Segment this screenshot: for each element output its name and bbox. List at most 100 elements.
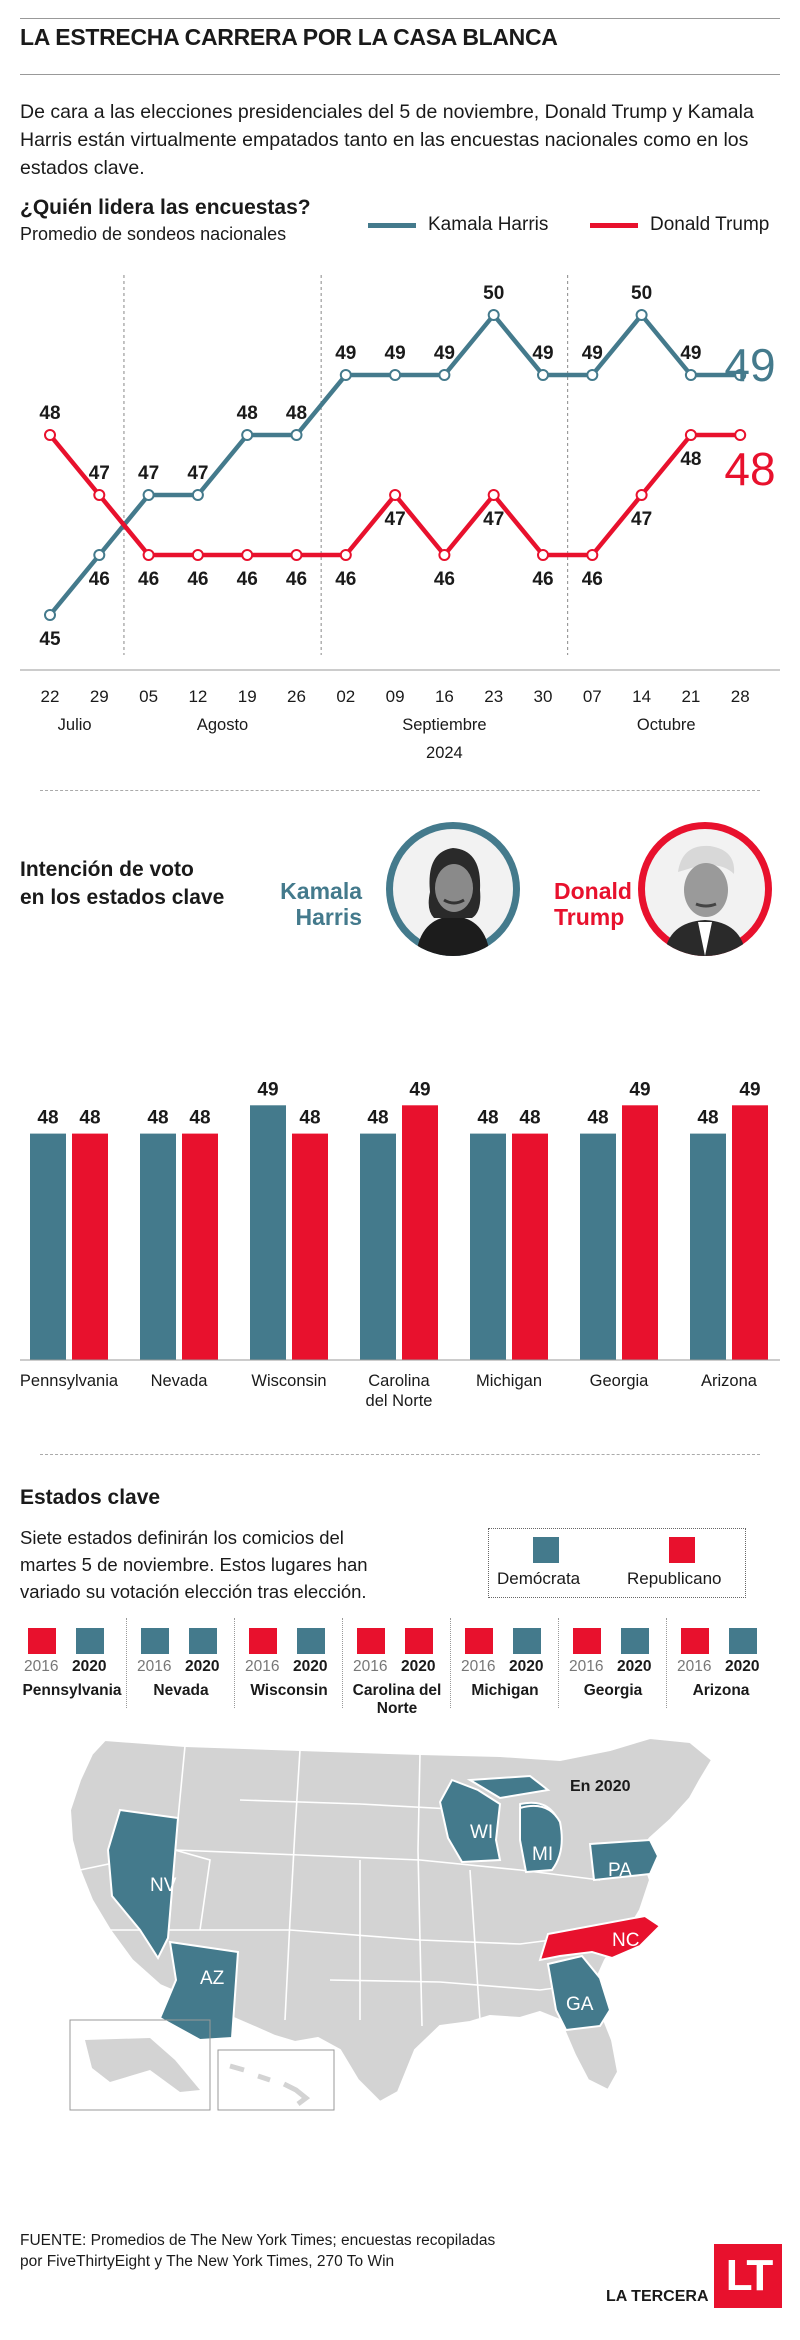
bar-harris	[30, 1133, 66, 1360]
point-label: 49	[532, 343, 553, 364]
year-2020-label: 2020	[185, 1658, 220, 1675]
data-point-harris	[438, 369, 451, 381]
alaska-inset	[69, 2019, 211, 2111]
brand-name: LA TERCERA	[606, 2288, 709, 2305]
bar-value-label: 49	[409, 1079, 430, 1100]
georgia-shape	[546, 1954, 612, 2032]
history-item: 2016 2020 Georgia	[558, 1618, 667, 1708]
bar-trump	[622, 1105, 658, 1360]
data-point-harris	[290, 429, 303, 441]
data-point-trump	[438, 549, 451, 561]
x-tick-label: 14	[632, 687, 651, 706]
data-point-harris	[191, 489, 204, 501]
map-label-nv: NV	[150, 1875, 177, 1896]
dem-label: Demócrata	[497, 1569, 581, 1588]
harris-last-name: Harris	[295, 904, 362, 930]
source-line1: FUENTE: Promedios de The New York Times;…	[20, 2232, 496, 2249]
point-label: 46	[286, 569, 307, 590]
title-rule	[20, 74, 780, 75]
x-tick-label: 19	[238, 687, 257, 706]
bar-trump	[732, 1105, 768, 1360]
x-tick-label: 29	[90, 687, 109, 706]
data-point-trump	[93, 489, 106, 501]
swatch-2016	[573, 1628, 601, 1654]
history-item: 2016 2020 Nevada	[126, 1618, 235, 1708]
bar-value-label: 48	[697, 1108, 718, 1129]
nevada-shape	[106, 1808, 180, 1961]
point-label: 49	[582, 343, 603, 364]
source-line2: por FiveThirtyEight y The New York Times…	[20, 2253, 395, 2270]
year-label: 2024	[426, 744, 463, 762]
bar-harris	[690, 1133, 726, 1360]
history-state-name: Arizona	[692, 1682, 750, 1699]
legend-harris-label: Kamala Harris	[428, 214, 549, 235]
point-label: 45	[39, 629, 61, 650]
x-tick-label: 16	[435, 687, 454, 706]
data-point-harris	[684, 369, 697, 381]
bar-trump	[402, 1105, 438, 1360]
point-label: 46	[138, 569, 159, 590]
legend-trump-label: Donald Trump	[650, 214, 770, 235]
history-state-name: Michigan	[471, 1682, 539, 1699]
x-tick-label: 22	[41, 687, 60, 706]
swatch-2016	[28, 1628, 56, 1654]
history-item: 2016 2020 Michigan	[450, 1618, 559, 1708]
history-item: 2016 2020 Carolina del Norte	[342, 1618, 451, 1717]
x-tick-label: 28	[731, 687, 750, 706]
category-label: Georgia	[590, 1372, 650, 1390]
page-title: LA ESTRECHA CARRERA POR LA CASA BLANCA	[20, 24, 558, 50]
source-note: FUENTE: Promedios de The New York Times;…	[20, 2230, 495, 2272]
harris-name: Kamala Harris	[276, 878, 362, 930]
dem-swatch	[533, 1537, 559, 1563]
map-label-ga: GA	[566, 1994, 594, 2015]
point-label: 49	[434, 343, 455, 364]
trump-first-name: Donald	[554, 878, 632, 904]
data-point-harris	[537, 369, 549, 381]
national-polls-line-chart: 45 46 47 47 48 48 49 49 49 50 49 49 50 49 48 47 46 46 46 46…	[20, 275, 780, 762]
year-2020-label: 2020	[725, 1658, 760, 1675]
swatch-2016	[249, 1628, 277, 1654]
history-state-name: Nevada	[153, 1682, 209, 1699]
harris-first-name: Kamala	[280, 878, 362, 904]
year-2020-label: 2020	[401, 1658, 436, 1675]
history-item: 2016 2020 Arizona	[666, 1618, 775, 1708]
data-point-harris	[241, 429, 254, 441]
point-label: 49	[335, 343, 356, 364]
data-point-trump	[586, 549, 599, 561]
x-tick-label: 23	[484, 687, 503, 706]
rep-label: Republicano	[627, 1569, 722, 1588]
month-label: Julio	[58, 716, 92, 734]
x-tick-label: 26	[287, 687, 306, 706]
data-point-trump	[339, 549, 352, 561]
bar-value-label: 48	[147, 1108, 168, 1129]
bar-harris	[140, 1133, 176, 1360]
year-2016-label: 2016	[677, 1658, 712, 1675]
point-label: 48	[237, 403, 258, 424]
bar-trump	[72, 1133, 108, 1360]
swatch-2016	[357, 1628, 385, 1654]
swatch-2020	[189, 1628, 217, 1654]
swatch-2020	[729, 1628, 757, 1654]
poll-subheading: Promedio de sondeos nacionales	[20, 224, 287, 244]
year-2020-label: 2020	[617, 1658, 652, 1675]
map-label-nc: NC	[612, 1930, 640, 1951]
map-label-wi: WI	[470, 1822, 494, 1843]
year-2016-label: 2016	[353, 1658, 388, 1675]
trump-name: Donald Trump	[554, 878, 632, 930]
bar-value-label: 48	[79, 1108, 100, 1129]
bar-value-label: 48	[299, 1108, 320, 1129]
states-bar-chart: 48 48 Pennsylvania 48 48 Nevada 49 48 Wisconsin 4…	[20, 1079, 780, 1410]
trump-last-name: Trump	[554, 904, 625, 930]
map-title: En 2020	[570, 1778, 631, 1795]
data-point-trump	[537, 549, 549, 561]
swatch-2020	[513, 1628, 541, 1654]
data-point-trump	[191, 549, 204, 561]
category-label: Wisconsin	[251, 1372, 326, 1390]
bar-value-label: 48	[367, 1108, 388, 1129]
category-label: Arizona	[701, 1372, 758, 1390]
pennsylvania-shape	[588, 1838, 660, 1882]
swatch-2016	[465, 1628, 493, 1654]
arizona-shape	[158, 1940, 240, 2042]
alaska-shape	[85, 2038, 200, 2092]
swatch-2016	[141, 1628, 169, 1654]
